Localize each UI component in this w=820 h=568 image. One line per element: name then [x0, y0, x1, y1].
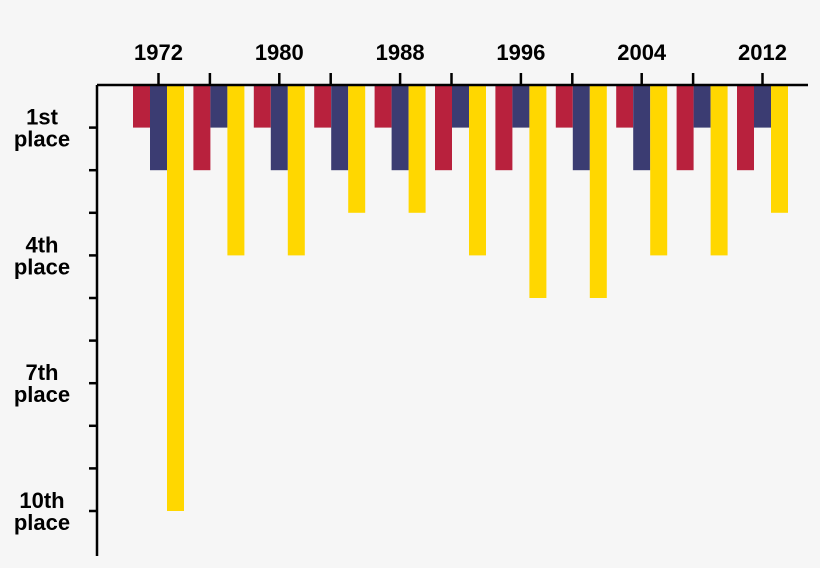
- x-ticks-group: 1972 1980 1988 1996 2004 2012: [134, 40, 787, 85]
- bar-1996-series-3: [529, 85, 547, 298]
- bar-2012-series-2: [754, 85, 771, 128]
- x-tick-label-1996: 1996: [496, 40, 545, 65]
- x-tick-label-1980: 1980: [255, 40, 304, 65]
- y-tick-label-7-line1: 7th: [26, 360, 59, 385]
- bar-2008-series-2: [693, 85, 711, 128]
- bars-group: [133, 85, 788, 511]
- bar-1988-series-3: [408, 85, 426, 213]
- bar-1972-series-1: [133, 85, 150, 128]
- y-tick-label-7-line2: place: [14, 382, 70, 407]
- bar-1984-series-1: [314, 85, 332, 128]
- bar-1988-series-1: [374, 85, 392, 128]
- bar-1988-series-2: [391, 85, 409, 171]
- bar-1984-series-3: [348, 85, 366, 213]
- bar-2008-series-3: [710, 85, 728, 256]
- y-tick-label-1-line2: place: [14, 127, 70, 152]
- bar-2000-series-2: [572, 85, 590, 171]
- bar-1972-series-3: [167, 85, 184, 511]
- bar-1992-series-3: [469, 85, 486, 256]
- bar-1980-series-1: [253, 85, 271, 128]
- bar-1976-series-1: [193, 85, 211, 171]
- bar-2008-series-1: [676, 85, 694, 171]
- bar-1980-series-3: [287, 85, 305, 256]
- y-tick-label-1-line1: 1st: [26, 105, 58, 130]
- x-tick-label-1988: 1988: [376, 40, 425, 65]
- bar-1992-series-2: [452, 85, 469, 128]
- y-tick-label-10-line1: 10th: [19, 488, 64, 513]
- bar-1984-series-2: [331, 85, 349, 171]
- y-tick-label-4-line2: place: [14, 254, 70, 279]
- bar-1972-series-2: [150, 85, 167, 171]
- bar-2004-series-1: [616, 85, 634, 128]
- bar-2004-series-3: [650, 85, 668, 256]
- x-tick-label-2004: 2004: [617, 40, 667, 65]
- bar-2012-series-3: [771, 85, 788, 213]
- bar-1980-series-2: [270, 85, 288, 171]
- x-tick-label-1972: 1972: [134, 40, 183, 65]
- bar-1996-series-1: [495, 85, 513, 171]
- bar-1992-series-1: [435, 85, 452, 171]
- bar-2012-series-1: [737, 85, 754, 171]
- bar-2000-series-3: [589, 85, 607, 298]
- bar-1996-series-2: [512, 85, 530, 128]
- y-tick-label-4-line1: 4th: [26, 232, 59, 257]
- bar-1976-series-3: [227, 85, 245, 256]
- x-tick-label-2012: 2012: [738, 40, 787, 65]
- bar-2000-series-1: [555, 85, 573, 128]
- y-tick-label-10-line2: place: [14, 510, 70, 535]
- bar-1976-series-2: [210, 85, 228, 128]
- bar-2004-series-2: [633, 85, 651, 171]
